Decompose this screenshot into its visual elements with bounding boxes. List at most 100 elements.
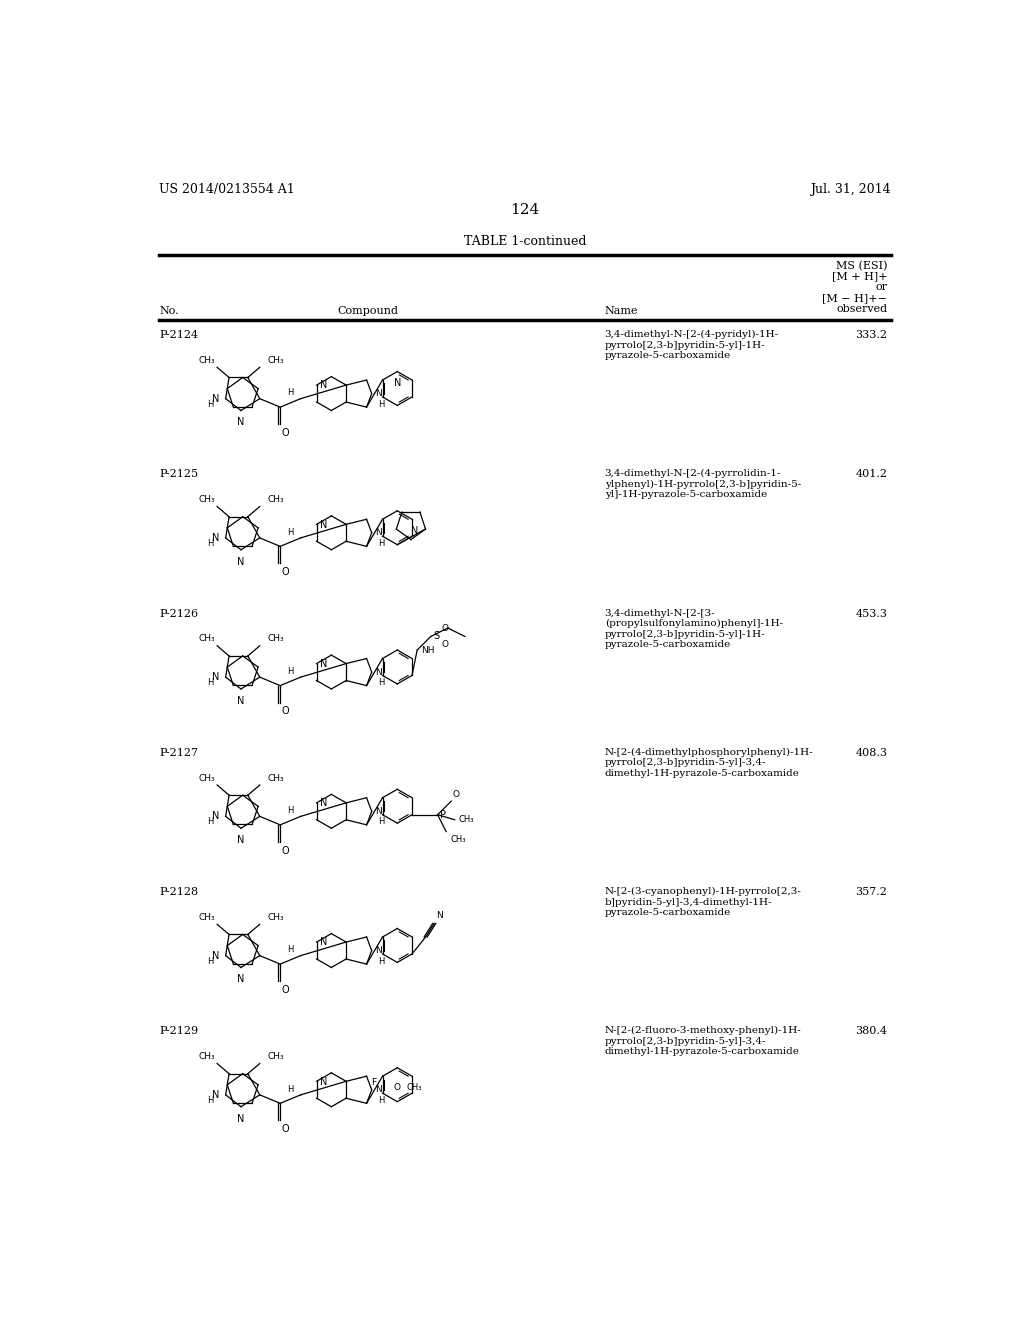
Text: N: N	[212, 533, 219, 543]
Text: 380.4: 380.4	[855, 1027, 888, 1036]
Text: P-2125: P-2125	[159, 470, 198, 479]
Text: H: H	[207, 678, 213, 686]
Text: O: O	[441, 640, 449, 648]
Text: H: H	[378, 400, 384, 409]
Text: H: H	[288, 388, 294, 397]
Text: O: O	[282, 985, 290, 995]
Text: MS (ESI): MS (ESI)	[836, 261, 888, 271]
Text: N: N	[321, 380, 328, 391]
Text: O: O	[282, 428, 290, 438]
Text: 333.2: 333.2	[855, 330, 888, 341]
Text: N: N	[375, 1085, 382, 1094]
Text: H: H	[378, 957, 384, 966]
Text: CH₃: CH₃	[267, 913, 284, 921]
Text: No.: No.	[159, 306, 178, 317]
Text: O: O	[453, 789, 460, 799]
Text: 124: 124	[510, 203, 540, 216]
Text: CH₃: CH₃	[199, 495, 216, 504]
Text: Jul. 31, 2014: Jul. 31, 2014	[810, 183, 891, 197]
Text: H: H	[378, 678, 384, 688]
Text: H: H	[288, 667, 294, 676]
Text: 408.3: 408.3	[855, 748, 888, 758]
Text: H: H	[207, 817, 213, 826]
Text: CH₃: CH₃	[199, 635, 216, 643]
Text: O: O	[282, 706, 290, 717]
Text: H: H	[288, 945, 294, 954]
Text: N: N	[212, 393, 219, 404]
Text: CH₃: CH₃	[267, 1052, 284, 1061]
Text: N: N	[321, 1077, 328, 1086]
Text: P-2126: P-2126	[159, 609, 198, 619]
Text: N: N	[321, 937, 328, 948]
Text: 3,4-dimethyl-N-[2-[3-
(propylsulfonylamino)phenyl]-1H-
pyrrolo[2,3-b]pyridin-5-y: 3,4-dimethyl-N-[2-[3- (propylsulfonylami…	[604, 609, 782, 649]
Text: N: N	[393, 378, 401, 388]
Text: H: H	[207, 539, 213, 548]
Text: CH₃: CH₃	[267, 495, 284, 504]
Text: TABLE 1-continued: TABLE 1-continued	[464, 235, 586, 248]
Text: P: P	[440, 809, 445, 820]
Text: N: N	[238, 696, 245, 706]
Text: H: H	[207, 400, 213, 409]
Text: CH₃: CH₃	[199, 356, 216, 366]
Text: N: N	[238, 974, 245, 985]
Text: N: N	[411, 527, 418, 536]
Text: N: N	[321, 659, 328, 669]
Text: P-2129: P-2129	[159, 1027, 198, 1036]
Text: O: O	[441, 624, 449, 634]
Text: observed: observed	[837, 304, 888, 314]
Text: or: or	[876, 282, 888, 292]
Text: S: S	[433, 631, 439, 642]
Text: O: O	[394, 1084, 400, 1093]
Text: N: N	[238, 557, 245, 566]
Text: [M − H]+−: [M − H]+−	[822, 293, 888, 304]
Text: H: H	[378, 817, 384, 826]
Text: H: H	[288, 528, 294, 537]
Text: O: O	[282, 1125, 290, 1134]
Text: US 2014/0213554 A1: US 2014/0213554 A1	[159, 183, 295, 197]
Text: H: H	[378, 1096, 384, 1105]
Text: N-[2-(2-fluoro-3-methoxy-phenyl)-1H-
pyrrolo[2,3-b]pyridin-5-yl]-3,4-
dimethyl-1: N-[2-(2-fluoro-3-methoxy-phenyl)-1H- pyr…	[604, 1027, 802, 1056]
Text: N-[2-(3-cyanophenyl)-1H-pyrrolo[2,3-
b]pyridin-5-yl]-3,4-dimethyl-1H-
pyrazole-5: N-[2-(3-cyanophenyl)-1H-pyrrolo[2,3- b]p…	[604, 887, 802, 917]
Text: N: N	[321, 799, 328, 808]
Text: P-2124: P-2124	[159, 330, 198, 341]
Text: CH₃: CH₃	[199, 913, 216, 921]
Text: CH₃: CH₃	[199, 774, 216, 783]
Text: N: N	[238, 836, 245, 845]
Text: [M + H]+: [M + H]+	[831, 272, 888, 281]
Text: P-2127: P-2127	[159, 748, 198, 758]
Text: H: H	[288, 1085, 294, 1094]
Text: N: N	[375, 807, 382, 816]
Text: CH₃: CH₃	[267, 635, 284, 643]
Text: NH: NH	[421, 645, 434, 655]
Text: CH₃: CH₃	[267, 774, 284, 783]
Text: F: F	[371, 1078, 376, 1086]
Text: N: N	[238, 1114, 245, 1123]
Text: CH₃: CH₃	[450, 836, 466, 845]
Text: N: N	[212, 812, 219, 821]
Text: O: O	[282, 568, 290, 577]
Text: 357.2: 357.2	[856, 887, 888, 898]
Text: O: O	[282, 846, 290, 855]
Text: H: H	[207, 1096, 213, 1105]
Text: H: H	[288, 807, 294, 816]
Text: N-[2-(4-dimethylphosphorylphenyl)-1H-
pyrrolo[2,3-b]pyridin-5-yl]-3,4-
dimethyl-: N-[2-(4-dimethylphosphorylphenyl)-1H- py…	[604, 748, 813, 777]
Text: N: N	[212, 672, 219, 682]
Text: P-2128: P-2128	[159, 887, 198, 898]
Text: N: N	[212, 1090, 219, 1100]
Text: Compound: Compound	[338, 306, 398, 317]
Text: N: N	[375, 946, 382, 956]
Text: 401.2: 401.2	[855, 470, 888, 479]
Text: H: H	[378, 539, 384, 548]
Text: N: N	[375, 528, 382, 537]
Text: N: N	[238, 417, 245, 428]
Text: 453.3: 453.3	[855, 609, 888, 619]
Text: N: N	[212, 950, 219, 961]
Text: Name: Name	[604, 306, 638, 317]
Text: H: H	[207, 957, 213, 965]
Text: CH₃: CH₃	[267, 356, 284, 366]
Text: 3,4-dimethyl-N-[2-(4-pyridyl)-1H-
pyrrolo[2,3-b]pyridin-5-yl]-1H-
pyrazole-5-car: 3,4-dimethyl-N-[2-(4-pyridyl)-1H- pyrrol…	[604, 330, 778, 360]
Text: CH₃: CH₃	[459, 816, 474, 824]
Text: N: N	[375, 389, 382, 399]
Text: N: N	[321, 520, 328, 529]
Text: CH₃: CH₃	[199, 1052, 216, 1061]
